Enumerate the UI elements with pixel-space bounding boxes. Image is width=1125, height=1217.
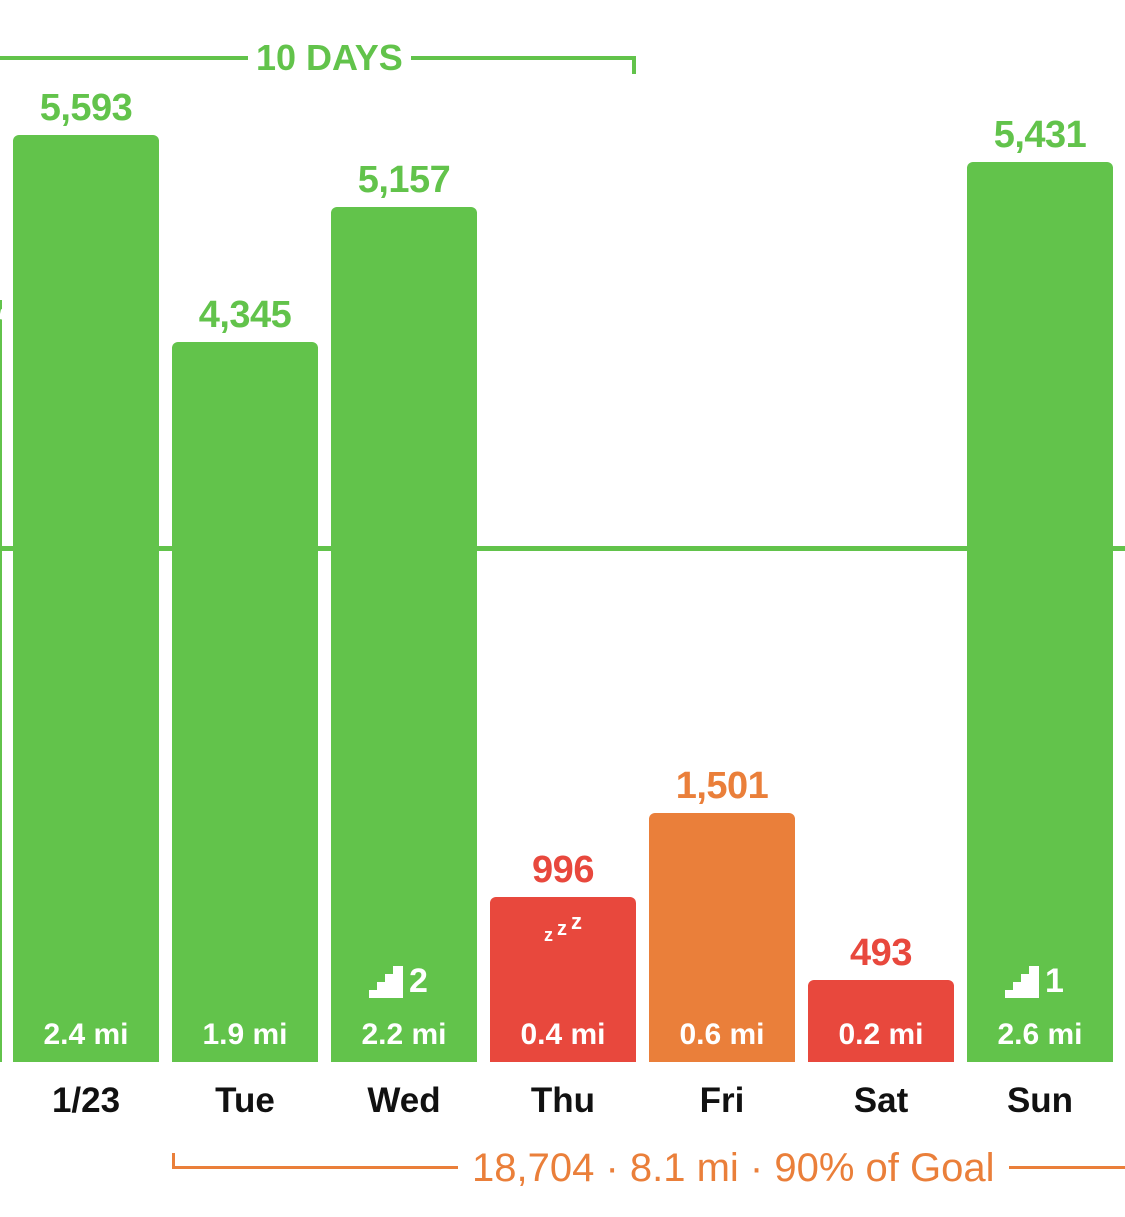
day-label-sat[interactable]: Sat bbox=[853, 1081, 909, 1120]
steps-label-1-23: 5,593 bbox=[39, 87, 133, 129]
weekly-summary: 18,704 · 8.1 mi · 90% of Goal bbox=[458, 1148, 1009, 1188]
day-label-fri[interactable]: Fri bbox=[699, 1081, 745, 1120]
day-label-1-23[interactable]: 1/23 bbox=[51, 1081, 121, 1120]
day-label-wed[interactable]: Wed bbox=[367, 1081, 441, 1120]
stairs-icon bbox=[369, 966, 403, 998]
bar-sun[interactable] bbox=[967, 162, 1113, 1062]
steps-label-thu: 996 bbox=[532, 849, 594, 891]
bar-thu[interactable] bbox=[490, 897, 636, 1062]
steps-label-sun: 5,431 bbox=[993, 114, 1087, 156]
steps-label-wed: 5,157 bbox=[357, 159, 451, 201]
distance-label-fri: 0.6 mi bbox=[679, 1018, 765, 1051]
steps-label-tue: 4,345 bbox=[198, 294, 292, 336]
floors-count: 2 bbox=[409, 962, 428, 1000]
day-label-tue[interactable]: Tue bbox=[215, 1081, 275, 1120]
bar-wed[interactable] bbox=[331, 207, 477, 1062]
previous-day-bar-edge bbox=[0, 300, 2, 1062]
bar-fri[interactable] bbox=[649, 813, 795, 1062]
distance-label-sun: 2.6 mi bbox=[997, 1018, 1083, 1051]
bar-sat[interactable] bbox=[808, 980, 954, 1062]
bar-1-23[interactable] bbox=[13, 135, 159, 1062]
goal-line bbox=[0, 546, 1125, 551]
bar-tue[interactable] bbox=[172, 342, 318, 1062]
floors-count: 1 bbox=[1045, 962, 1064, 1000]
distance-label-thu: 0.4 mi bbox=[520, 1018, 606, 1051]
day-label-thu[interactable]: Thu bbox=[530, 1081, 596, 1120]
steps-label-fri: 1,501 bbox=[675, 765, 769, 807]
distance-label-wed: 2.2 mi bbox=[361, 1018, 447, 1051]
top-bracket-end bbox=[632, 56, 636, 74]
top-bracket-label: 10 DAYS bbox=[248, 40, 411, 76]
distance-label-sat: 0.2 mi bbox=[838, 1018, 924, 1051]
day-label-sun[interactable]: Sun bbox=[1006, 1081, 1074, 1120]
distance-label-tue: 1.9 mi bbox=[202, 1018, 288, 1051]
distance-label-1-23: 2.4 mi bbox=[43, 1018, 129, 1051]
floors-climbed-sun: 1 bbox=[1005, 964, 1064, 998]
stairs-icon bbox=[1005, 966, 1039, 998]
floors-climbed-wed: 2 bbox=[369, 964, 428, 998]
bottom-bracket-start bbox=[172, 1153, 175, 1169]
steps-label-sat: 493 bbox=[850, 932, 912, 974]
